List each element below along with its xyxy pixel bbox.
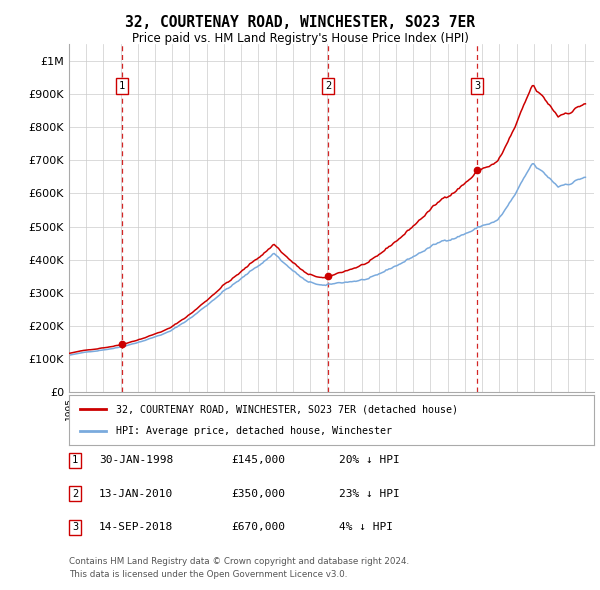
Text: 30-JAN-1998: 30-JAN-1998 (99, 455, 173, 465)
Text: HPI: Average price, detached house, Winchester: HPI: Average price, detached house, Winc… (116, 427, 392, 437)
Text: 13-JAN-2010: 13-JAN-2010 (99, 489, 173, 499)
Text: £145,000: £145,000 (231, 455, 285, 465)
Text: 2: 2 (325, 81, 331, 91)
Text: £670,000: £670,000 (231, 523, 285, 532)
Text: 3: 3 (474, 81, 480, 91)
Text: 32, COURTENAY ROAD, WINCHESTER, SO23 7ER (detached house): 32, COURTENAY ROAD, WINCHESTER, SO23 7ER… (116, 404, 458, 414)
Text: 2: 2 (72, 489, 78, 499)
Text: Price paid vs. HM Land Registry's House Price Index (HPI): Price paid vs. HM Land Registry's House … (131, 32, 469, 45)
Text: 32, COURTENAY ROAD, WINCHESTER, SO23 7ER: 32, COURTENAY ROAD, WINCHESTER, SO23 7ER (125, 15, 475, 30)
Text: 1: 1 (119, 81, 125, 91)
Text: 1: 1 (72, 455, 78, 465)
Text: This data is licensed under the Open Government Licence v3.0.: This data is licensed under the Open Gov… (69, 571, 347, 579)
Text: 23% ↓ HPI: 23% ↓ HPI (339, 489, 400, 499)
Text: £350,000: £350,000 (231, 489, 285, 499)
Text: 4% ↓ HPI: 4% ↓ HPI (339, 523, 393, 532)
Text: 14-SEP-2018: 14-SEP-2018 (99, 523, 173, 532)
Text: Contains HM Land Registry data © Crown copyright and database right 2024.: Contains HM Land Registry data © Crown c… (69, 558, 409, 566)
Text: 3: 3 (72, 523, 78, 532)
Text: 20% ↓ HPI: 20% ↓ HPI (339, 455, 400, 465)
